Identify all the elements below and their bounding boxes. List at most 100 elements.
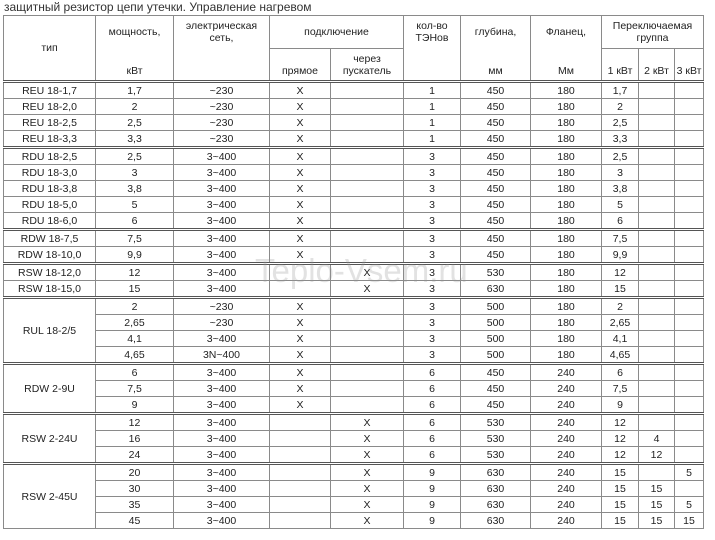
table-cell bbox=[269, 262, 331, 281]
table-cell: 3~400 bbox=[173, 430, 270, 447]
table-cell: 9 bbox=[403, 512, 461, 529]
col-power: мощность, bbox=[95, 15, 174, 49]
table-cell: ~230 bbox=[173, 314, 270, 331]
table-cell: 3~400 bbox=[173, 446, 270, 464]
table-row: RDU 18-3,8 3,8 3~400 X 3 450 180 3,8 bbox=[3, 180, 705, 197]
table-cell: 180 bbox=[530, 146, 602, 165]
table-cell: 530 bbox=[460, 262, 531, 281]
table-cell: 7,5 bbox=[95, 228, 174, 247]
table-cell: 180 bbox=[530, 280, 602, 298]
table-cell: 240 bbox=[530, 362, 602, 381]
table-cell bbox=[673, 196, 705, 213]
table-cell: 24 bbox=[95, 446, 174, 464]
table-cell bbox=[673, 262, 705, 281]
col-connection: подключение bbox=[269, 15, 404, 49]
table-cell: 630 bbox=[460, 512, 531, 529]
table-cell bbox=[638, 346, 675, 364]
table-cell: 500 bbox=[460, 314, 531, 331]
table-cell bbox=[330, 228, 404, 247]
table-cell: X bbox=[269, 81, 331, 99]
table-row: 30 3~400 X 9 630 240 15 15 bbox=[4, 480, 705, 497]
table-cell: 1 bbox=[403, 130, 461, 148]
heater-spec-table: тип мощность, электрическая сеть, подклю… bbox=[3, 15, 705, 529]
col-group-1: 1 кВт bbox=[601, 48, 639, 82]
table-cell: REU 18-1,7 bbox=[3, 81, 96, 99]
col-group-3: 3 кВт bbox=[673, 48, 705, 82]
table-cell: 3~400 bbox=[173, 380, 270, 397]
table-cell bbox=[638, 280, 675, 298]
table-cell: 30 bbox=[95, 480, 174, 497]
table-row: REU 18-2,0 2 ~230 X 1 450 180 2 bbox=[3, 98, 705, 115]
table-cell: 4 bbox=[638, 430, 675, 447]
table-cell: 450 bbox=[460, 380, 531, 397]
table-cell: RDU 18-6,0 bbox=[3, 212, 96, 230]
col-flange: Фланец, bbox=[530, 15, 602, 49]
table-cell: 450 bbox=[460, 180, 531, 197]
table-cell: 15 bbox=[95, 280, 174, 298]
table-cell: 15 bbox=[601, 480, 639, 497]
table-cell: 2 bbox=[601, 98, 639, 115]
table-row: RUL 18-2/5 2 ~230 X 3 500 180 2 bbox=[3, 296, 705, 364]
table-cell: 3 bbox=[403, 164, 461, 181]
table-cell bbox=[330, 98, 404, 115]
table-cell: 5 bbox=[95, 196, 174, 213]
table-cell: 240 bbox=[530, 380, 602, 397]
table-cell: X bbox=[269, 212, 331, 230]
table-cell: 6 bbox=[403, 430, 461, 447]
table-cell: 12 bbox=[601, 262, 639, 281]
table-cell: 3~400 bbox=[173, 330, 270, 347]
table-cell: 240 bbox=[530, 412, 602, 431]
table-cell: 3~400 bbox=[173, 396, 270, 414]
table-cell: 6 bbox=[95, 362, 174, 381]
table-row: 4,65 3N~400 X 3 500 180 4,65 bbox=[4, 346, 705, 364]
col-switch-group: Переключаемая группа bbox=[600, 15, 705, 49]
table-cell bbox=[638, 164, 675, 181]
table-cell: 2,65 bbox=[601, 314, 639, 331]
table-cell bbox=[638, 246, 675, 264]
table-cell bbox=[330, 164, 404, 181]
table-cell: X bbox=[330, 512, 404, 529]
table-cell: 1,7 bbox=[95, 81, 174, 99]
table-cell bbox=[673, 228, 705, 247]
table-cell: REU 18-2,0 bbox=[3, 98, 96, 115]
table-cell bbox=[638, 380, 675, 397]
table-cell: 530 bbox=[460, 446, 531, 464]
table-cell: 500 bbox=[460, 330, 531, 347]
table-cell: 240 bbox=[530, 496, 602, 513]
table-cell bbox=[673, 362, 705, 381]
table-cell: 1 bbox=[403, 81, 461, 99]
table-cell: 3,3 bbox=[601, 130, 639, 148]
table-cell: 9 bbox=[403, 496, 461, 513]
table-cell bbox=[330, 114, 404, 131]
table-cell: 9,9 bbox=[601, 246, 639, 264]
table-row: RDW 18-7,5 7,5 3~400 X 3 450 180 7,5 bbox=[3, 228, 705, 247]
table-cell bbox=[673, 146, 705, 165]
col-type: тип bbox=[3, 15, 96, 82]
table-cell: 450 bbox=[460, 98, 531, 115]
table-cell bbox=[638, 462, 675, 481]
table-cell: 3~400 bbox=[173, 280, 270, 298]
table-cell: X bbox=[269, 314, 331, 331]
table-cell: 45 bbox=[95, 512, 174, 529]
table-cell: 240 bbox=[530, 480, 602, 497]
table-cell bbox=[673, 330, 705, 347]
table-cell: 3 bbox=[403, 346, 461, 364]
table-row: RDW 18-10,0 9,9 3~400 X 3 450 180 9,9 bbox=[3, 246, 705, 264]
table-cell: ~230 bbox=[173, 296, 270, 315]
table-cell bbox=[673, 396, 705, 414]
table-cell: 6 bbox=[403, 362, 461, 381]
table-cell: 630 bbox=[460, 462, 531, 481]
table-cell bbox=[673, 180, 705, 197]
table-cell bbox=[673, 412, 705, 431]
table-cell: 450 bbox=[460, 114, 531, 131]
table-row: 24 3~400 X 6 530 240 12 12 bbox=[4, 446, 705, 464]
table-cell: 3 bbox=[95, 164, 174, 181]
col-group-2: 2 кВт bbox=[638, 48, 675, 82]
table-cell bbox=[638, 212, 675, 230]
table-cell: 3~400 bbox=[173, 228, 270, 247]
table-body: REU 18-1,7 1,7 ~230 X 1 450 180 1,7 REU 18-2,0 2 ~… bbox=[3, 81, 705, 529]
table-cell: 630 bbox=[460, 280, 531, 298]
table-cell: RSW 18-12,0 bbox=[3, 262, 96, 281]
table-cell: X bbox=[269, 346, 331, 364]
table-row: RDU 18-2,5 2,5 3~400 X 3 450 180 2,5 bbox=[3, 146, 705, 165]
